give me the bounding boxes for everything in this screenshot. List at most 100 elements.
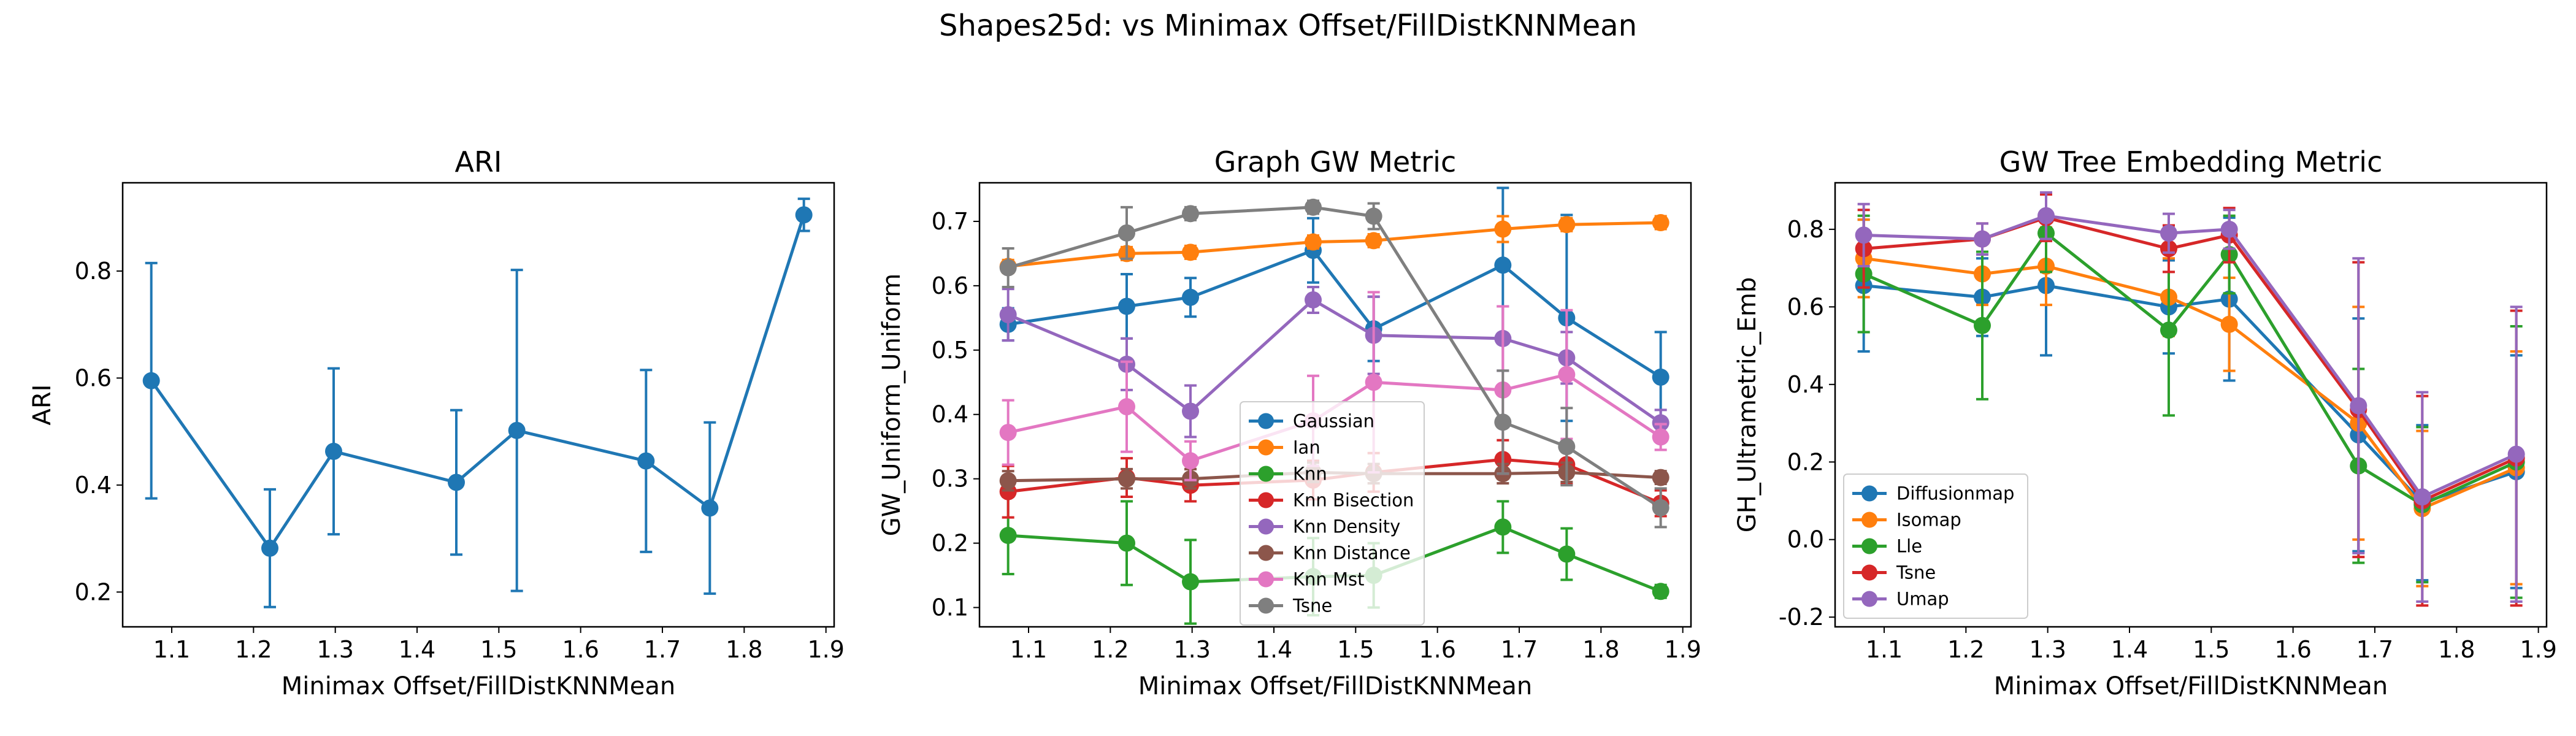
- x-tick-label: 1.9: [807, 636, 844, 663]
- legend-marker: [1861, 485, 1877, 502]
- data-point: [701, 499, 719, 517]
- series-line: [1863, 256, 2517, 510]
- x-tick-label: 1.1: [153, 636, 190, 663]
- x-tick-label: 1.8: [726, 636, 762, 663]
- data-point: [1118, 534, 1135, 552]
- y-tick-label: 0.2: [75, 578, 112, 605]
- figure-title: Shapes25d: vs Minimax Offset/FillDistKNN…: [939, 9, 1637, 43]
- data-point: [1558, 438, 1576, 456]
- data-point: [1558, 366, 1576, 383]
- series-line: [1007, 298, 1662, 424]
- y-axis-label: GH_Ultrametric_Emb: [1733, 277, 1761, 533]
- data-point: [2160, 224, 2177, 242]
- data-point: [1182, 205, 1199, 223]
- data-point: [999, 527, 1017, 545]
- y-tick-label: 0.1: [932, 594, 968, 621]
- y-tick-label: 0.2: [932, 530, 968, 557]
- legend-marker: [1258, 571, 1274, 588]
- data-point: [1182, 402, 1199, 420]
- legend-marker: [1258, 492, 1274, 508]
- chart-title: ARI: [455, 145, 502, 178]
- x-tick-label: 1.1: [1010, 636, 1047, 663]
- series-line: [1008, 221, 1661, 268]
- series-umap: [1855, 191, 2525, 603]
- legend: Diffusionmap Isomap Lle Tsne Umap: [1843, 473, 2028, 619]
- data-point: [1118, 297, 1135, 315]
- x-tick-label: 1.2: [1092, 636, 1129, 663]
- data-point: [1494, 220, 1512, 238]
- x-tick-label: 1.6: [1419, 636, 1455, 663]
- y-tick-label: 0.8: [75, 258, 112, 285]
- series-tsne: [999, 198, 1669, 529]
- x-tick-label: 1.8: [2438, 636, 2475, 663]
- legend-label: Diffusionmap: [1896, 483, 2014, 504]
- legend-label: Knn Distance: [1293, 543, 1411, 564]
- data-point: [1305, 291, 1322, 309]
- x-tick-label: 1.6: [2274, 636, 2311, 663]
- legend-marker: [1258, 466, 1274, 482]
- chart-panel-1: ARI 1.1 1.2 1.3 1.4 1.5 1.6 1.7 1.8 1.9 0.2 0.4 0.6 0…: [28, 145, 845, 700]
- data-point: [2413, 488, 2431, 506]
- y-tick-label: 0.6: [1787, 293, 1824, 320]
- data-point: [637, 452, 655, 470]
- x-tick-label: 1.4: [1255, 636, 1292, 663]
- y-axis-label: GW_Uniform_Uniform: [878, 274, 906, 537]
- data-point: [1365, 207, 1382, 225]
- chart-panel-3: GW Tree Embedding Metric 1.1 1.2 1.3 1.4 1.5 1…: [1733, 145, 2557, 700]
- legend-label: Isomap: [1896, 510, 1961, 531]
- data-point: [1652, 499, 1669, 516]
- legend-box: [1240, 401, 1425, 626]
- legend-marker: [1258, 597, 1274, 614]
- x-tick-label: 1.2: [235, 636, 272, 663]
- data-point: [1494, 413, 1512, 431]
- x-tick-label: 1.4: [2111, 636, 2148, 663]
- x-tick-label: 1.9: [1664, 636, 1701, 663]
- x-tick-label: 1.5: [1337, 636, 1374, 663]
- x-tick-label: 1.7: [644, 636, 681, 663]
- data-point: [325, 442, 342, 460]
- data-point: [1182, 288, 1199, 306]
- x-tick-label: 1.7: [2356, 636, 2393, 663]
- data-point: [1118, 470, 1135, 488]
- data-point: [1974, 316, 1991, 334]
- x-tick-label: 1.8: [1582, 636, 1619, 663]
- x-tick-label: 1.5: [480, 636, 517, 663]
- series-line: [150, 214, 806, 550]
- data-point: [2160, 321, 2177, 339]
- data-point: [1365, 232, 1382, 250]
- plot-frame: [978, 182, 1692, 628]
- data-point: [508, 421, 526, 439]
- legend: Gaussian Ian Knn Knn Bisection Knn Density Kn…: [1240, 401, 1425, 626]
- legend-box: [1843, 473, 2028, 619]
- x-axis-label: Minimax Offset/FillDistKNNMean: [1994, 672, 2388, 700]
- y-tick-label: 0.5: [932, 337, 968, 364]
- data-point: [261, 539, 278, 557]
- chart-title: Graph GW Metric: [1214, 145, 1456, 178]
- x-tick-label: 1.4: [399, 636, 435, 663]
- legend-label: Knn: [1293, 464, 1327, 485]
- x-axis-label: Minimax Offset/FillDistKNNMean: [282, 672, 676, 700]
- x-tick-label: 1.3: [1173, 636, 1210, 663]
- data-point: [1974, 230, 1991, 248]
- data-point: [1494, 256, 1512, 274]
- legend-marker: [1258, 545, 1274, 561]
- legend-label: Knn Mst: [1293, 569, 1365, 590]
- series-line: [1863, 284, 2517, 505]
- x-tick-label: 1.3: [316, 636, 353, 663]
- x-tick-label: 1.2: [1947, 636, 1984, 663]
- data-point: [1305, 233, 1322, 251]
- y-tick-label: -0.2: [1779, 604, 1824, 631]
- data-point: [1182, 452, 1199, 470]
- plot-frame: [1834, 182, 2548, 628]
- data-point: [999, 259, 1017, 277]
- x-tick-label: 1.5: [2193, 636, 2229, 663]
- data-point: [1652, 214, 1669, 232]
- y-tick-label: 0.4: [1787, 371, 1824, 398]
- data-point: [999, 472, 1017, 489]
- legend-marker: [1258, 518, 1274, 535]
- data-point: [1652, 469, 1669, 486]
- data-point: [1182, 573, 1199, 591]
- y-axis-label: ARI: [28, 385, 56, 426]
- series-line: [1863, 231, 2517, 507]
